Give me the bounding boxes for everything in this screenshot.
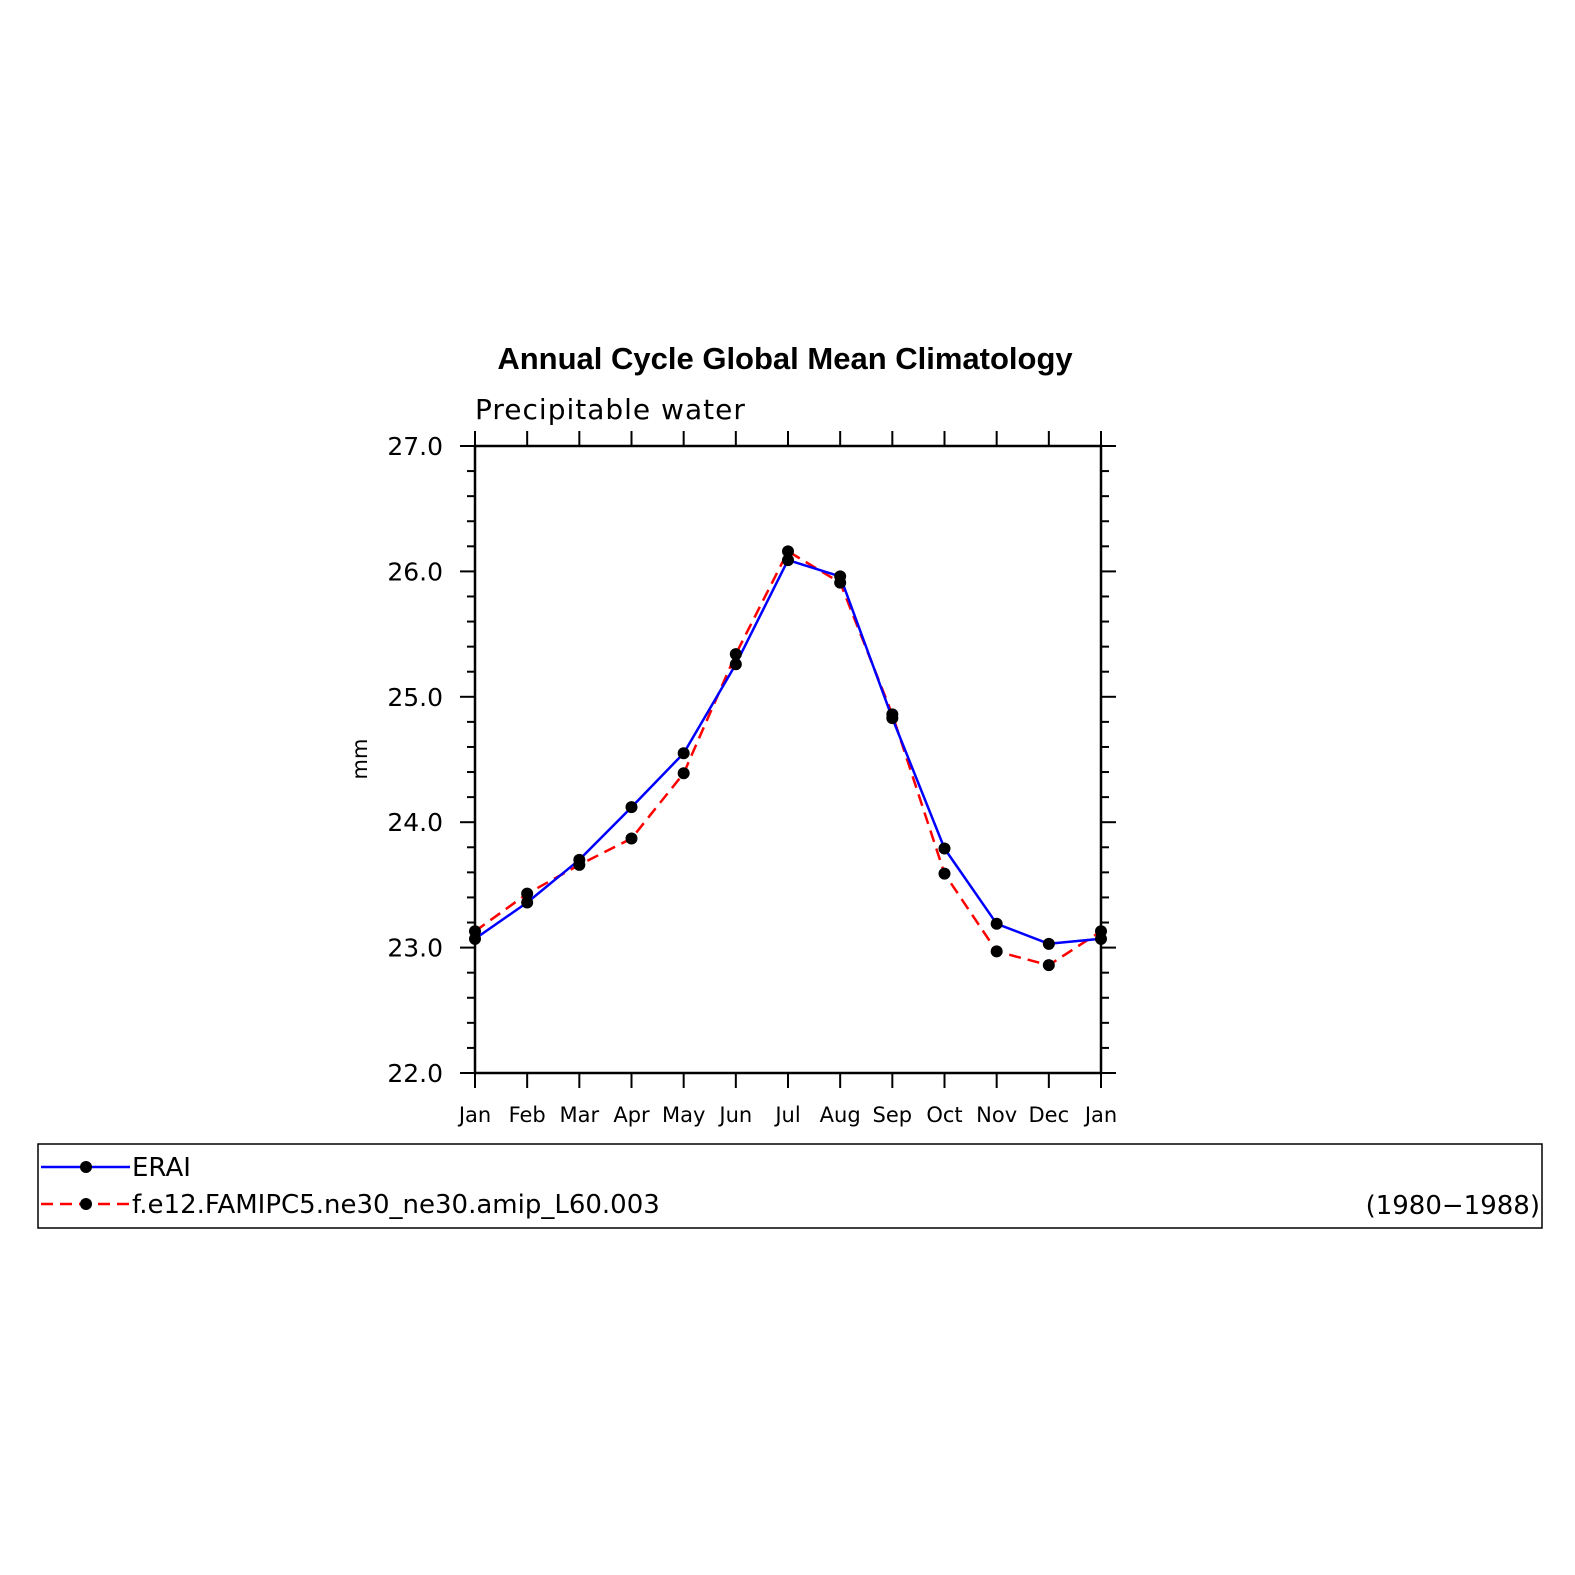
series-1-point xyxy=(938,867,951,880)
y-tick-label: 26.0 xyxy=(387,557,443,586)
x-tick-labels: Jan Feb Mar Apr May Jun Jul Aug Sep Oct Nov Dec Jan xyxy=(457,1103,1117,1127)
x-tick-label: Jul xyxy=(773,1103,800,1127)
x-tick-label: Feb xyxy=(509,1103,546,1127)
series-1-point xyxy=(469,925,481,938)
x-tick-label: May xyxy=(662,1103,705,1127)
series-0-point xyxy=(625,801,638,814)
x-tick-label: Mar xyxy=(560,1103,600,1127)
x-tick-label: Oct xyxy=(926,1103,962,1127)
series-0-point xyxy=(782,554,794,567)
x-tick-label: Dec xyxy=(1029,1103,1070,1127)
series-1-point xyxy=(1042,959,1055,972)
axis-ticks xyxy=(460,431,1116,1088)
y-tick-label: 27.0 xyxy=(387,432,443,461)
series-0-point xyxy=(521,896,534,909)
x-tick-label: Jun xyxy=(717,1103,752,1127)
legend-marker-0 xyxy=(80,1161,92,1173)
series-1-point xyxy=(782,545,794,558)
legend-period: (1980−1988) xyxy=(1366,1191,1540,1221)
legend-marker-1 xyxy=(80,1198,92,1210)
chart-title: Annual Cycle Global Mean Climatology xyxy=(497,341,1073,376)
y-tick-label: 22.0 xyxy=(387,1059,443,1088)
x-tick-label: Aug xyxy=(820,1103,861,1127)
legend-box xyxy=(37,1143,1543,1229)
x-tick-label: Apr xyxy=(613,1103,650,1127)
series-0-point xyxy=(938,842,951,855)
series-1-point xyxy=(573,858,586,871)
series-1-point xyxy=(834,576,847,589)
y-tick-label: 25.0 xyxy=(387,683,443,712)
series-1-point xyxy=(1095,925,1107,938)
series-1-point xyxy=(521,887,534,900)
x-tick-label: Nov xyxy=(976,1103,1017,1127)
series-0-point xyxy=(729,658,742,671)
series-0-point xyxy=(677,747,690,760)
series-0-point xyxy=(990,917,1003,930)
y-tick-label: 23.0 xyxy=(387,934,443,963)
series-line-1 xyxy=(474,550,1102,967)
x-tick-label: Jan xyxy=(457,1103,491,1127)
legend-label-0: ERAI xyxy=(132,1153,191,1183)
legend-items: ERAI f.e12.FAMIPC5.ne30_ne30.amip_L60.003 xyxy=(41,1153,660,1220)
series-1-point xyxy=(677,767,690,780)
plot-frame xyxy=(473,444,1103,1075)
series-1-point xyxy=(886,708,899,721)
y-tick-label: 24.0 xyxy=(387,808,443,837)
series-1-point xyxy=(729,648,742,661)
series-1-point xyxy=(625,832,638,845)
series-0-point xyxy=(1042,937,1055,950)
chart-subtitle: Precipitable water xyxy=(475,393,746,426)
y-axis-label: mm xyxy=(348,739,372,780)
x-tick-label: Sep xyxy=(873,1103,913,1127)
series-layer xyxy=(469,545,1107,972)
y-tick-labels: 22.0 23.0 24.0 25.0 26.0 27.0 xyxy=(387,432,443,1088)
series-line-0 xyxy=(474,558,1102,946)
x-tick-label: Jan xyxy=(1083,1103,1117,1127)
legend-label-1: f.e12.FAMIPC5.ne30_ne30.amip_L60.003 xyxy=(132,1190,660,1220)
series-1-point xyxy=(990,945,1003,958)
